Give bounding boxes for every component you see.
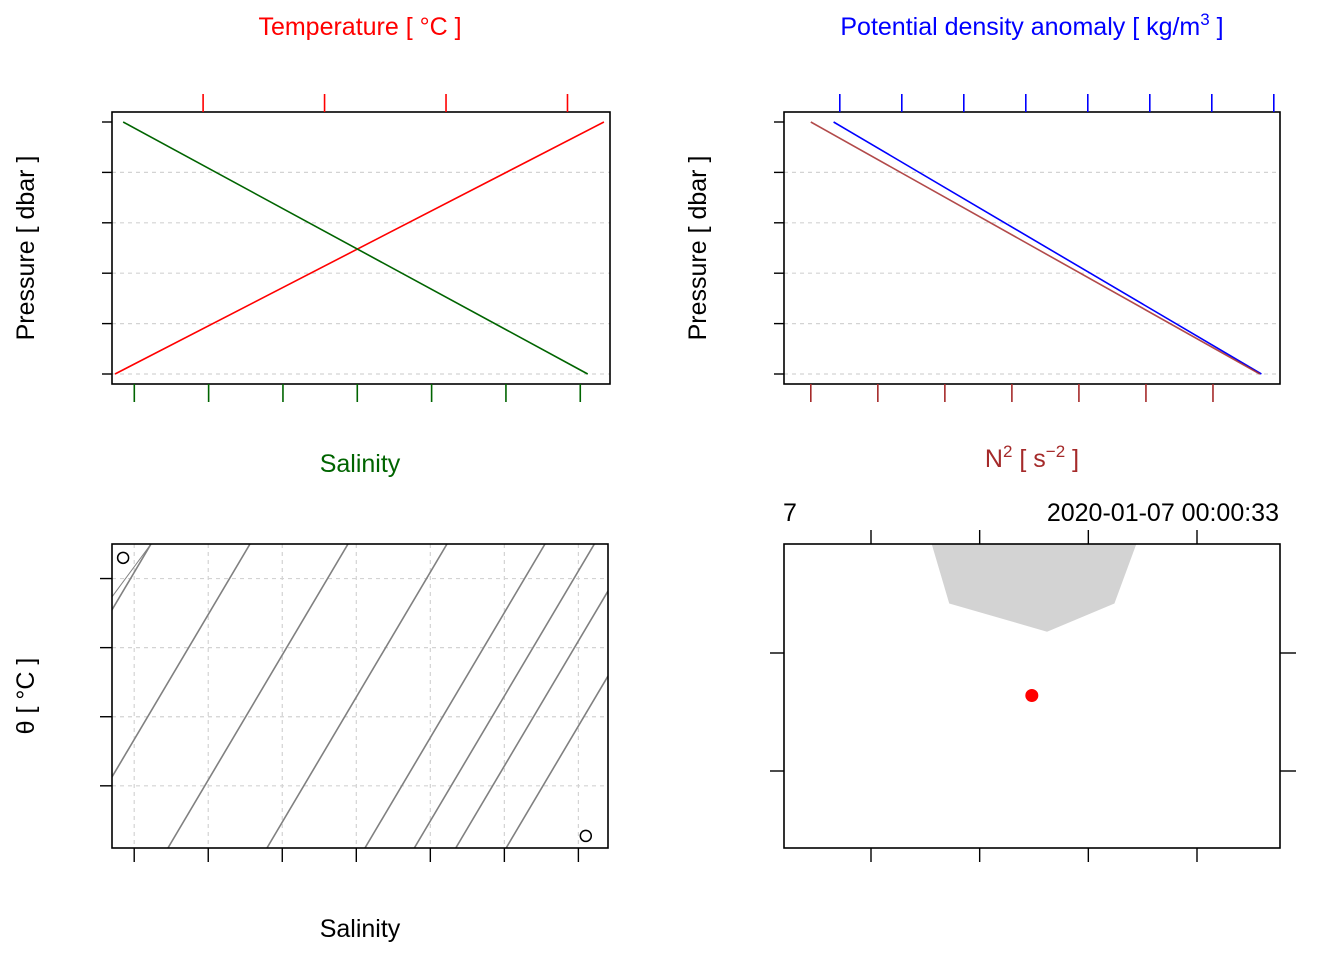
n2-line — [810, 121, 1261, 375]
series-lines — [114, 121, 605, 375]
isopycnal-line — [505, 675, 608, 848]
isopycnal-lines — [112, 544, 608, 848]
axis-ticks — [102, 94, 582, 402]
y-axis-title: θ [ °C ] — [12, 658, 40, 735]
series-lines — [810, 121, 1262, 375]
bottom-axis-title-end: ] — [1065, 445, 1079, 473]
temperature-line — [114, 121, 605, 375]
top-axis-title-sup: 3 — [1200, 10, 1209, 29]
y-axis-label: Pressure [ dbar ] — [12, 156, 40, 341]
grid — [112, 171, 610, 375]
station-map-panel: 7 2020-01-07 00:00:33 — [770, 499, 1296, 862]
ts-diagram-panel: θ [ °C ] Salinity — [12, 543, 609, 943]
ts-point — [116, 551, 130, 565]
bottom-axis-title-sup: 2 — [1003, 442, 1012, 461]
top-axis-title-end: ] — [1210, 13, 1224, 41]
plot-frame — [111, 111, 611, 385]
y-axis-title: Pressure [ dbar ] — [684, 156, 712, 341]
density-line — [833, 121, 1262, 375]
plot-frame — [783, 111, 1281, 385]
ts-point — [579, 829, 593, 843]
station-marker — [1025, 688, 1039, 702]
isopycnal-line — [112, 544, 152, 612]
y-axis-title: Pressure [ dbar ] — [12, 156, 40, 341]
bottom-axis-title-mid: [ s — [1012, 445, 1045, 473]
isopycnal-line — [112, 544, 251, 779]
profile-ts-panel: Pressure [ dbar ] Temperature [ °C ] Sal… — [12, 13, 611, 478]
map-frame — [783, 543, 1281, 849]
land-polygon — [931, 544, 1137, 632]
isopycnal-line — [455, 590, 608, 848]
top-axis-title: Potential density anomaly [ kg/m3 ] — [840, 10, 1223, 41]
profile-density-panel: Pressure [ dbar ] Potential density anom… — [684, 10, 1281, 473]
grid — [784, 171, 1280, 375]
axis-ticks — [770, 530, 1296, 862]
station-index: 7 — [783, 499, 797, 527]
isopycnal-line — [413, 544, 596, 848]
data-points — [116, 551, 593, 843]
grid — [112, 544, 608, 848]
top-axis-title: Temperature [ °C ] — [258, 13, 461, 41]
bottom-axis-title-main: N — [985, 445, 1003, 473]
x-axis-title: Salinity — [320, 915, 401, 943]
isopycnal-line — [167, 544, 349, 848]
axis-ticks — [100, 577, 580, 862]
axis-ticks — [774, 94, 1275, 402]
isopycnal-line — [266, 544, 448, 848]
bottom-axis-title: Salinity — [320, 450, 401, 478]
station-time: 2020-01-07 00:00:33 — [1047, 499, 1279, 527]
isopycnal-line — [112, 544, 152, 598]
isopycnal-line — [364, 544, 546, 848]
top-axis-title-main: Potential density anomaly [ kg/m — [840, 13, 1200, 41]
bottom-axis-title-sup2: −2 — [1046, 442, 1065, 461]
plot-frame — [111, 543, 609, 849]
map-content — [931, 544, 1137, 632]
salinity-line — [122, 121, 589, 375]
bottom-axis-title: N2 [ s−2 ] — [985, 442, 1079, 473]
